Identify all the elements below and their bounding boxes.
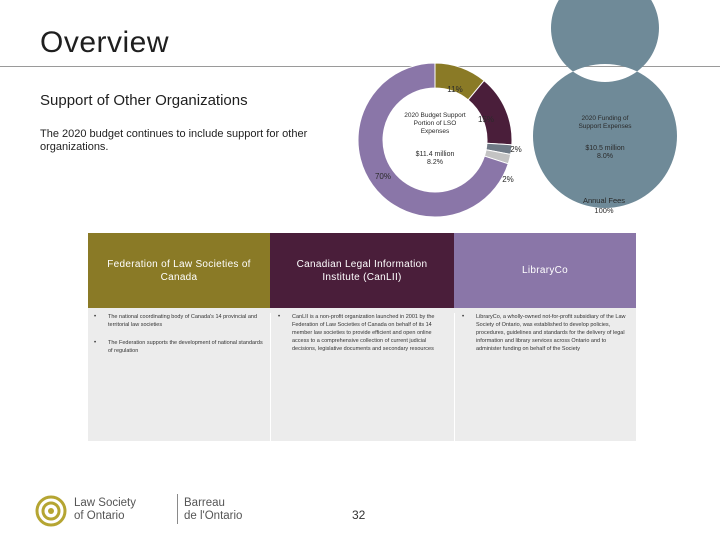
funding-donut <box>532 0 677 208</box>
organizations-panel: Federation of Law Societies of Canada Ca… <box>88 233 636 441</box>
slice-label-11: 11% <box>447 85 463 94</box>
donut2-center-percent: 8.0% <box>597 153 613 160</box>
donut2-center-amount: $10.5 million <box>585 145 625 152</box>
slice-label-2b: 2% <box>502 175 514 184</box>
list-item: CanLII is a non-profit organization laun… <box>278 313 448 353</box>
slice-label-2a: 2% <box>510 145 522 154</box>
donut1-center-percent: 8.2% <box>427 159 443 166</box>
budget-support-donut <box>357 62 513 218</box>
logo-name-fr-2: de l'Ontario <box>184 510 243 522</box>
logo-name-en-1: Law Society <box>74 497 137 509</box>
column-heading-libraryco: LibraryCo <box>454 233 636 308</box>
slice-label-70: 70% <box>374 172 391 181</box>
intro-text: The 2020 budget continues to include sup… <box>40 128 308 153</box>
column-body-libraryco: LibraryCo, a wholly-owned not-for-profit… <box>460 313 630 363</box>
donut1-center-label: 2020 Budget Support Portion of LSO Expen… <box>404 112 466 135</box>
column-body-canlii: CanLII is a non-profit organization laun… <box>276 313 448 363</box>
title-divider <box>0 66 720 67</box>
logo-mark-icon <box>35 495 67 527</box>
donut2-center-label: 2020 Funding of Support Expenses <box>578 115 632 130</box>
section-subtitle: Support of Other Organizations <box>40 92 248 109</box>
donut2-slice-label: Annual Fees 100% <box>582 196 626 215</box>
pie-slice <box>357 62 509 218</box>
lso-logo: Law Society of Ontario Barreau de l'Onta… <box>34 494 244 528</box>
list-item: The Federation supports the development … <box>94 339 264 355</box>
column-heading-canlii: Canadian Legal Information Institute (Ca… <box>270 233 454 308</box>
column-divider <box>270 313 271 441</box>
column-heading-flsc: Federation of Law Societies of Canada <box>88 233 270 308</box>
logo-divider <box>177 494 178 524</box>
page-number: 32 <box>352 508 366 522</box>
pie-slice <box>532 0 677 208</box>
column-body-flsc: The national coordinating body of Canada… <box>92 313 264 365</box>
logo-name-en-2: of Ontario <box>74 510 125 522</box>
donut1-center-amount: $11.4 million <box>415 151 455 158</box>
list-item: The national coordinating body of Canada… <box>94 313 264 329</box>
column-divider <box>454 313 455 441</box>
page-title: Overview <box>40 26 170 59</box>
slice-label-15: 15% <box>477 115 494 124</box>
logo-name-fr-1: Barreau <box>184 497 225 509</box>
list-item: LibraryCo, a wholly-owned not-for-profit… <box>462 313 630 353</box>
